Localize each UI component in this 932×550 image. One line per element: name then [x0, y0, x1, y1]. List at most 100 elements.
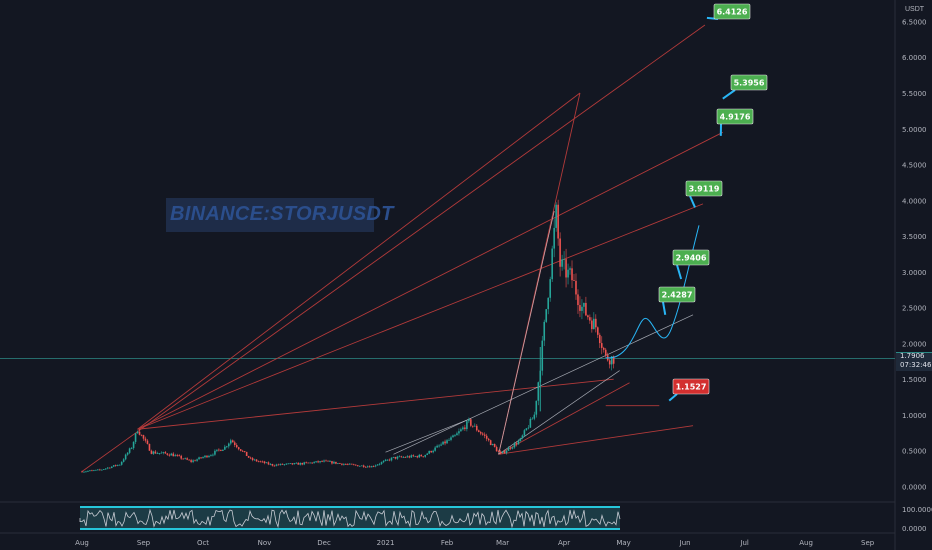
candle-body [89, 470, 91, 472]
candle-body [481, 433, 484, 435]
oscillator-tick-label: 0.0000 [902, 525, 927, 533]
candle-body [462, 427, 464, 430]
candle-body [529, 418, 532, 428]
candle-body [101, 469, 103, 471]
candle-body [587, 315, 589, 318]
candle-body [112, 465, 115, 467]
candle-body [235, 445, 238, 448]
candle-body [446, 440, 448, 444]
stop-label: 1.1527 [676, 383, 707, 392]
candle-body [214, 450, 216, 455]
candle-body [124, 454, 127, 460]
candle-body [444, 441, 446, 444]
candle-body [103, 469, 105, 470]
candle-body [509, 447, 512, 449]
candle-body [321, 461, 323, 462]
candle-body [140, 434, 143, 436]
candle-body [216, 449, 218, 451]
candle-body [317, 461, 319, 463]
candle-body [593, 318, 595, 330]
price-tick-label: 5.5000 [902, 90, 927, 98]
price-tick-label: 2.0000 [902, 340, 927, 348]
candle-body [352, 464, 355, 466]
candle-body [583, 302, 585, 307]
fan-line [137, 92, 581, 430]
candle-body [505, 450, 508, 454]
target-label: 5.3956 [734, 79, 765, 88]
time-tick-label: Apr [558, 539, 570, 547]
candle-body [499, 451, 502, 454]
candle-body [105, 468, 107, 470]
candle-body [513, 443, 516, 448]
label-box [658, 286, 696, 303]
oscillator-tick-label: 100.0000 [902, 506, 932, 514]
candle-body [222, 449, 224, 451]
price-tick-label: 3.0000 [902, 269, 927, 277]
price-tick-label: 5.0000 [902, 126, 927, 134]
label-pointer [668, 393, 678, 402]
candle-body [414, 456, 417, 457]
current-price: 1.7906 [900, 352, 925, 360]
oscillator-pane: 100.0000 0.0000 [0, 501, 932, 533]
candle-body [541, 340, 544, 371]
candle-body [368, 466, 371, 468]
candle-body [154, 451, 157, 454]
time-tick-label: Nov [258, 539, 272, 547]
bar-countdown: 07:32:46 [900, 361, 932, 369]
candle-body [577, 294, 579, 306]
fan-line [137, 203, 704, 430]
candle-body [243, 451, 246, 452]
candle-body [585, 302, 587, 316]
candle-body [277, 464, 280, 466]
candle-body [168, 454, 171, 456]
candle-body [293, 463, 296, 465]
candle-body [275, 464, 278, 466]
candle-body [114, 465, 117, 466]
candle-body [218, 449, 220, 451]
candle-body [424, 454, 427, 457]
candle-body [233, 442, 236, 446]
candle-body [341, 463, 343, 465]
candle-body [410, 455, 413, 458]
candle-body [178, 455, 181, 457]
candle-body [130, 448, 133, 449]
candle-body [474, 425, 476, 427]
candle-body [162, 452, 165, 453]
candle-body [555, 204, 557, 228]
price-tick-label: 1.5000 [902, 376, 927, 384]
candle-body [591, 320, 593, 330]
candle-body [581, 306, 583, 311]
candle-body [164, 452, 167, 454]
label-box [730, 74, 768, 91]
time-tick-label: Sep [861, 539, 875, 547]
candle-body [602, 347, 605, 350]
candle-body [374, 465, 377, 467]
candle-body [612, 356, 615, 364]
candle-body [237, 447, 240, 450]
candle-body [491, 443, 494, 446]
price-tick-label: 0.5000 [902, 448, 927, 456]
time-tick-label: Jun [679, 539, 691, 547]
candle-body [579, 305, 581, 311]
candle-body [404, 457, 407, 458]
candle-body [122, 459, 125, 462]
candle-body [358, 465, 361, 467]
candle-body [343, 464, 345, 465]
candle-body [378, 463, 381, 465]
candle-body [364, 466, 367, 468]
candle-body [380, 462, 383, 464]
candle-body [271, 463, 274, 466]
candle-body [87, 470, 89, 472]
time-tick-label: Oct [197, 539, 209, 547]
candle-body [339, 463, 341, 464]
time-tick-label: Aug [799, 539, 813, 547]
candle-body [392, 456, 395, 458]
candle-body [497, 451, 500, 452]
candle-body [184, 458, 186, 460]
candle-body [567, 269, 569, 278]
trend-line [498, 210, 555, 455]
candle-body [273, 465, 276, 467]
candle-body [142, 435, 145, 439]
candle-body [604, 349, 607, 356]
